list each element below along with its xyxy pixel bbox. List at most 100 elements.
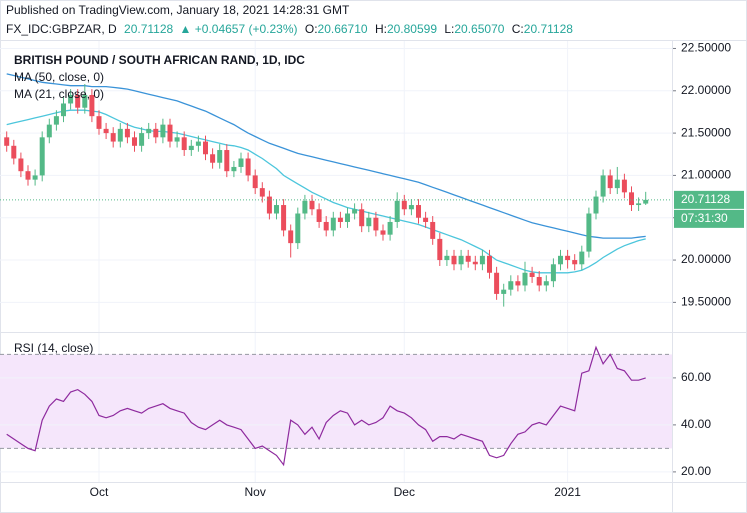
y-tick-label: 60.00: [681, 370, 711, 384]
y-tick-label: 21.50000: [681, 125, 731, 139]
ohlc-value: 20.71128: [524, 22, 573, 36]
candle-body: [536, 276, 542, 286]
candle-body: [167, 124, 173, 142]
x-tick-label: Nov: [245, 485, 266, 499]
candle-body: [423, 217, 429, 222]
candle-body: [345, 213, 350, 222]
rsi-band: [0, 354, 672, 449]
candle-body: [487, 255, 492, 273]
candle-body: [103, 128, 109, 134]
candle-body: [366, 217, 372, 227]
candle-body: [401, 200, 407, 210]
y-tick-label: 21.00000: [681, 168, 731, 182]
candle-body: [543, 281, 549, 286]
candle-body: [96, 116, 102, 129]
candle-body: [494, 272, 500, 294]
candle-body: [394, 200, 400, 222]
last-price-label: 20.71128: [681, 192, 730, 206]
candle-body: [380, 230, 386, 235]
candle-body: [11, 145, 17, 159]
candle-body: [565, 255, 571, 261]
candle-body: [529, 272, 535, 277]
candle-body: [458, 255, 464, 265]
candle-body: [437, 238, 443, 261]
candle-body: [160, 124, 166, 138]
last-price-box: [674, 190, 744, 209]
ohlc-value: 20.65070: [454, 22, 504, 36]
candle-body: [89, 95, 95, 117]
candle-body: [636, 203, 642, 206]
candle-body: [550, 264, 556, 282]
candle-body: [501, 289, 507, 294]
candle-body: [352, 209, 358, 214]
candle-body: [572, 260, 578, 265]
candle-body: [259, 188, 265, 197]
symbol: FX_IDC:GBPZAR, D: [6, 22, 117, 36]
candle-body: [408, 205, 414, 210]
plot: [0, 40, 676, 482]
candle-body: [359, 209, 365, 227]
candle-body: [224, 150, 230, 172]
candle-body: [337, 217, 343, 222]
ohlc-label: C:: [512, 22, 524, 36]
candle-body: [330, 217, 336, 231]
candle-body: [274, 205, 279, 214]
candle-body: [53, 116, 59, 125]
candle-body: [195, 141, 201, 146]
candle-body: [18, 158, 24, 172]
candle-body: [479, 255, 485, 265]
countdown-box: [674, 209, 744, 228]
candle-body: [4, 137, 10, 146]
y-tick-label: 22.50000: [681, 41, 731, 55]
candle-body: [387, 221, 393, 235]
legend-entry: MA (50, close, 0): [14, 70, 104, 84]
candle-body: [124, 128, 130, 138]
candle-body: [61, 103, 66, 117]
candle-body: [621, 179, 627, 193]
ohlc-value: 20.80599: [387, 22, 437, 36]
candle-body: [444, 255, 450, 261]
candle-body: [181, 137, 187, 151]
candle-body: [132, 137, 137, 146]
y-tick-label: 20.00000: [681, 252, 731, 266]
candle-body: [472, 261, 478, 265]
candle-body: [629, 192, 634, 206]
y-tick-label: 40.00: [681, 417, 711, 431]
candle-body: [146, 128, 152, 134]
candle-body: [139, 133, 145, 146]
candle-body: [82, 95, 88, 108]
candle-body: [593, 196, 599, 214]
candle-body: [281, 205, 287, 231]
candle-body: [614, 179, 620, 189]
rsi-line: [6, 345, 646, 467]
candle-body: [68, 95, 74, 104]
ohlc-value: 20.66710: [318, 22, 368, 36]
candle-body: [295, 213, 301, 244]
candle-body: [586, 213, 592, 252]
y-tick-label: 20.00: [681, 464, 711, 478]
candle-body: [430, 221, 436, 239]
last-price: 20.71128: [124, 22, 173, 36]
candle-body: [558, 255, 563, 265]
candle-body: [252, 175, 258, 189]
change: ▲ +0.04657 (+0.23%): [180, 22, 298, 36]
candle-body: [39, 137, 45, 176]
x-tick-label: Oct: [90, 485, 109, 499]
candle-body: [373, 217, 379, 231]
candle-body: [515, 281, 521, 286]
candle-body: [607, 175, 613, 189]
candle-body: [153, 128, 159, 138]
x-tick-label: 2021: [554, 485, 581, 499]
candle-body: [522, 272, 528, 286]
candle-body: [288, 230, 294, 244]
candle-body: [600, 175, 606, 197]
countdown: 07:31:30: [681, 211, 728, 225]
ohlc-label: L:: [444, 22, 454, 36]
y-tick-label: 19.50000: [681, 295, 731, 309]
published: Published on TradingView.com, January 18…: [6, 3, 350, 17]
y-tick-label: 22.00000: [681, 83, 731, 97]
candle-body: [231, 166, 237, 172]
candle-body: [266, 196, 272, 214]
candle-body: [579, 251, 585, 265]
